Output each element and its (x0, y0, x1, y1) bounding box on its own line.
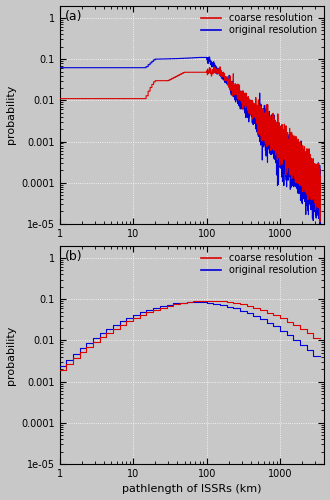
Legend: coarse resolution, original resolution: coarse resolution, original resolution (198, 250, 319, 278)
Legend: coarse resolution, original resolution: coarse resolution, original resolution (198, 10, 319, 38)
Y-axis label: probability: probability (6, 325, 16, 384)
X-axis label: pathlength of ISSRs (km): pathlength of ISSRs (km) (122, 484, 262, 494)
Y-axis label: probability: probability (6, 85, 16, 144)
Text: (a): (a) (65, 10, 82, 23)
Text: (b): (b) (65, 250, 82, 263)
